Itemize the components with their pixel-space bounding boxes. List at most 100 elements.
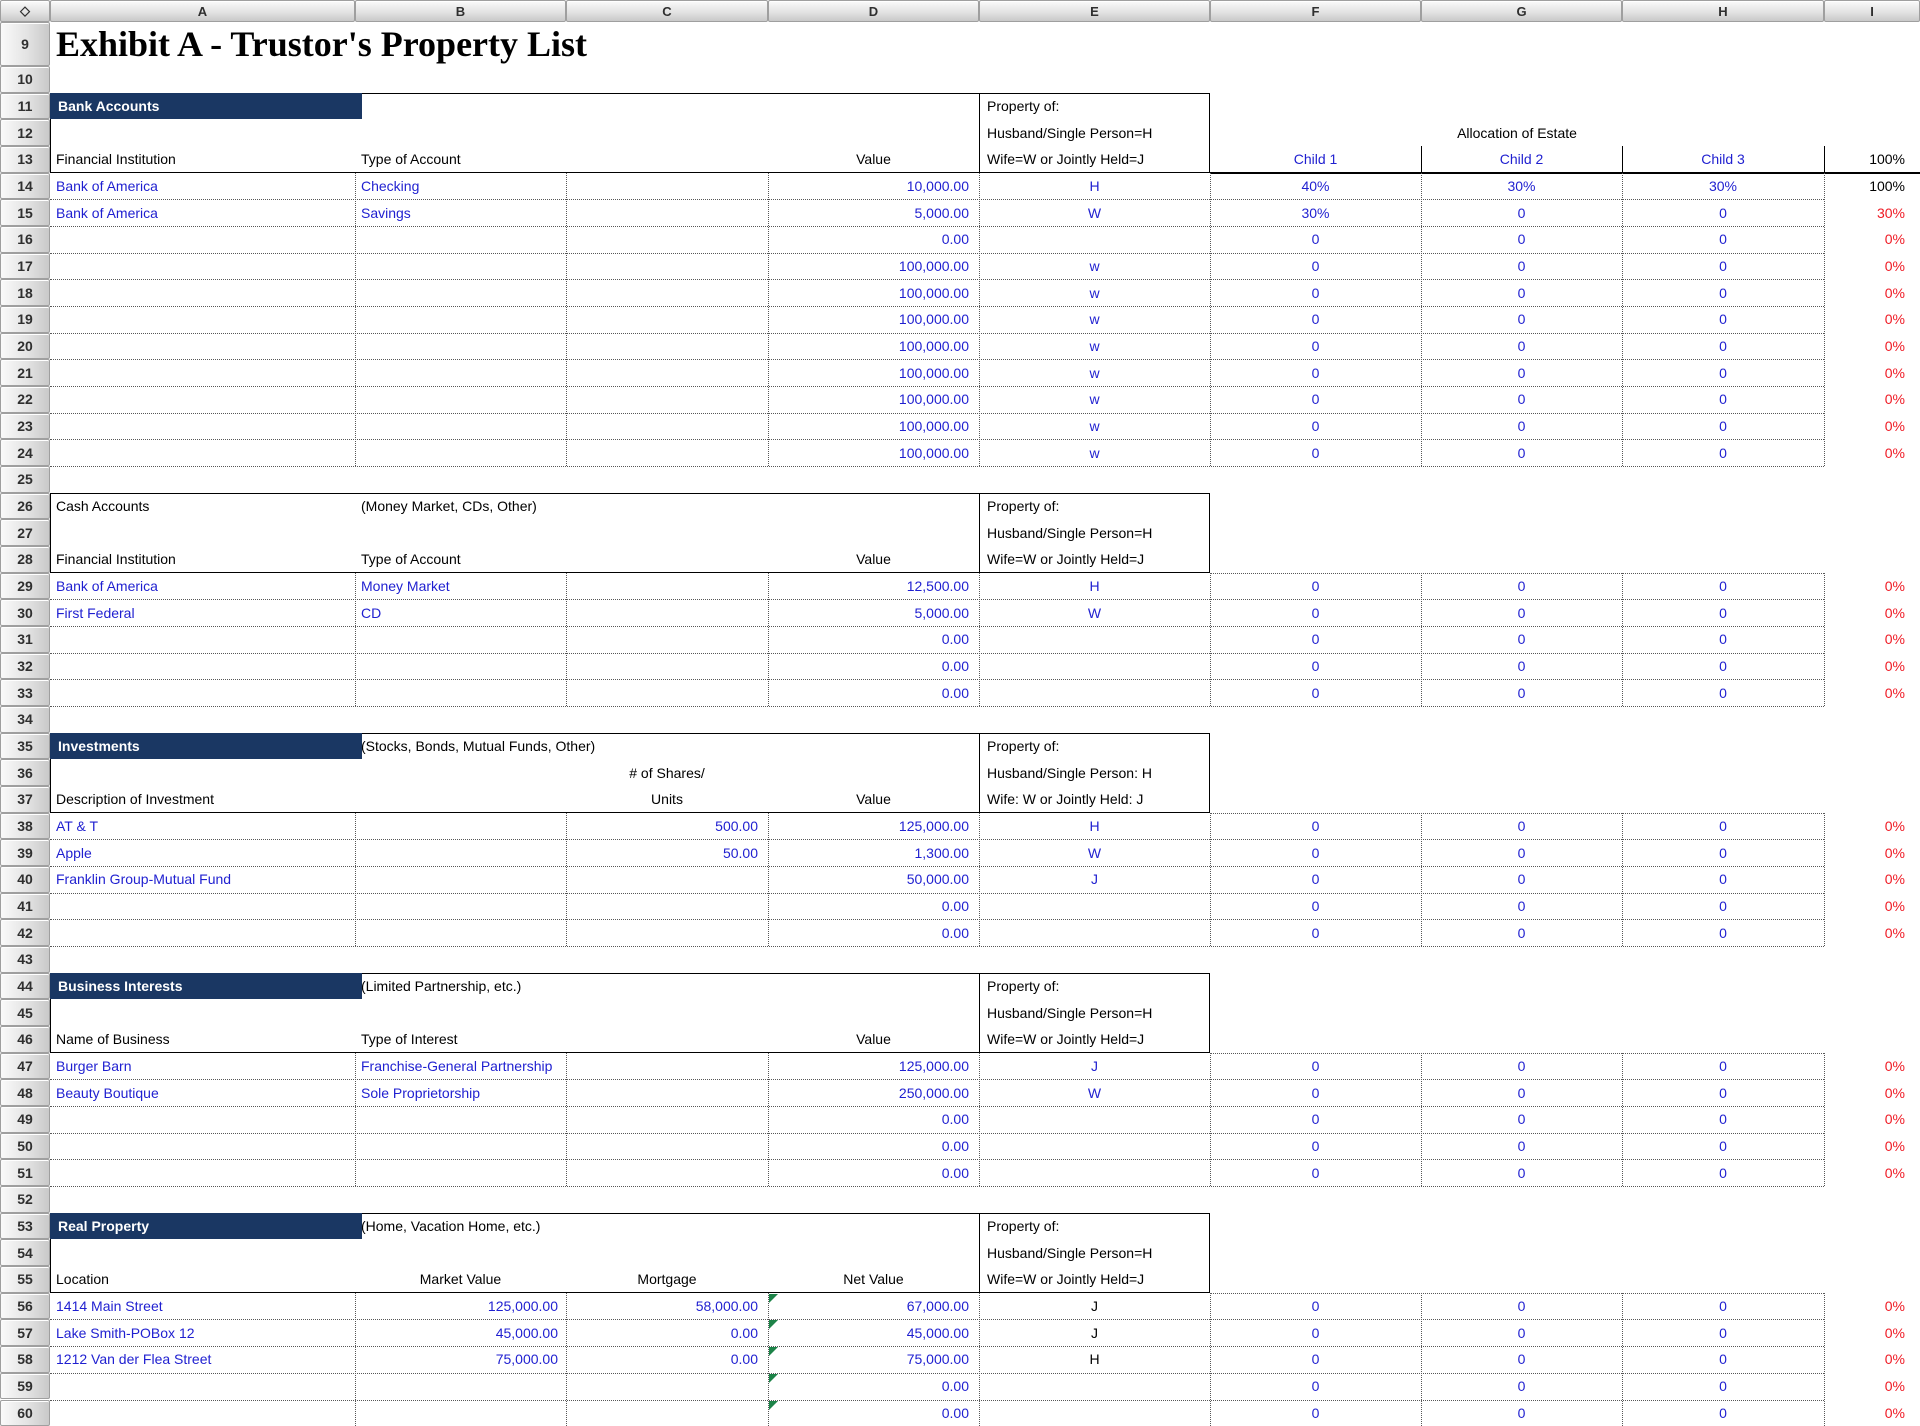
- cell-I22[interactable]: 0%: [1884, 391, 1905, 408]
- row-header-10[interactable]: 10: [0, 66, 50, 93]
- row-header-16[interactable]: 16: [0, 226, 50, 253]
- cell-D42[interactable]: 0.00: [941, 924, 969, 941]
- cell-A46[interactable]: Name of Business: [56, 1031, 170, 1048]
- cell-F33[interactable]: 0: [1311, 684, 1320, 701]
- cell-D17[interactable]: 100,000.00: [898, 258, 969, 275]
- row-header-22[interactable]: 22: [0, 386, 50, 413]
- cell-F31[interactable]: 0: [1311, 631, 1320, 648]
- cell-G24[interactable]: 0: [1517, 444, 1526, 461]
- cell-A30[interactable]: First Federal: [56, 604, 135, 621]
- cell-D56[interactable]: 67,000.00: [906, 1298, 969, 1315]
- cell-H17[interactable]: 0: [1719, 258, 1727, 275]
- cell-I39[interactable]: 0%: [1884, 844, 1905, 861]
- cell-B58[interactable]: 75,000.00: [495, 1351, 558, 1368]
- cell-E14[interactable]: H: [1089, 178, 1100, 194]
- cell-E46[interactable]: Wife=W or Jointly Held=J: [987, 1031, 1145, 1048]
- row-header-17[interactable]: 17: [0, 252, 50, 280]
- cell-H48[interactable]: 0: [1719, 1084, 1727, 1101]
- cell-F30[interactable]: 0: [1311, 604, 1320, 621]
- cell-B26[interactable]: (Money Market, CDs, Other): [361, 498, 537, 515]
- cell-I16[interactable]: 0%: [1884, 231, 1905, 248]
- cell-FH12[interactable]: Allocation of Estate: [1457, 124, 1577, 141]
- cell-E11[interactable]: Property of:: [987, 97, 1060, 114]
- cell-C57[interactable]: 0.00: [730, 1324, 758, 1341]
- cell-H16[interactable]: 0: [1719, 231, 1727, 248]
- cell-B29[interactable]: Money Market: [361, 578, 450, 595]
- cell-H20[interactable]: 0: [1719, 338, 1727, 355]
- row-header-60[interactable]: 60: [0, 1399, 50, 1426]
- column-header-a[interactable]: A: [50, 0, 355, 22]
- cell-B47[interactable]: Franchise-General Partnership: [361, 1058, 553, 1075]
- cell-D41[interactable]: 0.00: [941, 898, 969, 915]
- row-header-14[interactable]: 14: [0, 172, 50, 200]
- row-header-13[interactable]: 13: [0, 146, 50, 173]
- row-header-51[interactable]: 51: [0, 1159, 50, 1187]
- cell-E27[interactable]: Husband/Single Person=H: [987, 524, 1153, 541]
- cell-E35[interactable]: Property of:: [987, 738, 1060, 755]
- cell-D14[interactable]: 10,000.00: [906, 178, 969, 194]
- row-header-34[interactable]: 34: [0, 706, 50, 733]
- cell-H51[interactable]: 0: [1719, 1164, 1727, 1181]
- cell-A56[interactable]: 1414 Main Street: [56, 1298, 163, 1315]
- cell-B57[interactable]: 45,000.00: [495, 1324, 558, 1341]
- cell-I20[interactable]: 0%: [1884, 338, 1905, 355]
- column-header-f[interactable]: F: [1210, 0, 1421, 22]
- cell-I29[interactable]: 0%: [1884, 578, 1905, 595]
- cell-A58[interactable]: 1212 Van der Flea Street: [56, 1351, 212, 1368]
- cell-G50[interactable]: 0: [1517, 1138, 1526, 1155]
- row-header-42[interactable]: 42: [0, 919, 50, 947]
- cell-C56[interactable]: 58,000.00: [695, 1298, 758, 1315]
- cell-G22[interactable]: 0: [1517, 391, 1526, 408]
- cell-F20[interactable]: 0: [1311, 338, 1320, 355]
- cell-G23[interactable]: 0: [1517, 418, 1526, 435]
- row-header-57[interactable]: 57: [0, 1319, 50, 1347]
- cell-G42[interactable]: 0: [1517, 924, 1526, 941]
- cell-G38[interactable]: 0: [1517, 818, 1526, 835]
- cell-G59[interactable]: 0: [1517, 1378, 1526, 1395]
- cell-H47[interactable]: 0: [1719, 1058, 1727, 1075]
- cell-G57[interactable]: 0: [1517, 1324, 1526, 1341]
- cell-D29[interactable]: 12,500.00: [906, 578, 969, 595]
- cell-I49[interactable]: 0%: [1884, 1111, 1905, 1128]
- cell-H23[interactable]: 0: [1719, 418, 1727, 435]
- cell-I40[interactable]: 0%: [1884, 871, 1905, 888]
- cell-I60[interactable]: 0%: [1884, 1404, 1905, 1421]
- cell-I31[interactable]: 0%: [1884, 631, 1905, 648]
- cell-G21[interactable]: 0: [1517, 364, 1526, 381]
- cell-G48[interactable]: 0: [1517, 1084, 1526, 1101]
- cell-D47[interactable]: 125,000.00: [898, 1058, 969, 1075]
- select-all-corner[interactable]: ◇: [0, 0, 50, 22]
- cell-A28[interactable]: Financial Institution: [56, 551, 176, 568]
- cell-I56[interactable]: 0%: [1884, 1298, 1905, 1315]
- cell-H31[interactable]: 0: [1719, 631, 1727, 648]
- cell-G51[interactable]: 0: [1517, 1164, 1526, 1181]
- row-header-49[interactable]: 49: [0, 1106, 50, 1133]
- cell-D60[interactable]: 0.00: [941, 1404, 969, 1421]
- cell-H59[interactable]: 0: [1719, 1378, 1727, 1395]
- cell-H50[interactable]: 0: [1719, 1138, 1727, 1155]
- cell-E26[interactable]: Property of:: [987, 498, 1060, 515]
- cell-A13[interactable]: Financial Institution: [56, 151, 176, 168]
- cell-E24[interactable]: w: [1089, 444, 1100, 461]
- cell-F16[interactable]: 0: [1311, 231, 1320, 248]
- column-header-e[interactable]: E: [979, 0, 1210, 22]
- row-header-9[interactable]: 9: [0, 22, 50, 66]
- cell-H57[interactable]: 0: [1719, 1324, 1727, 1341]
- cell-G20[interactable]: 0: [1517, 338, 1526, 355]
- cell-C38[interactable]: 500.00: [715, 818, 758, 835]
- cell-F24[interactable]: 0: [1311, 444, 1320, 461]
- cell-D24[interactable]: 100,000.00: [898, 444, 969, 461]
- cell-I51[interactable]: 0%: [1884, 1164, 1905, 1181]
- cell-E13[interactable]: Wife=W or Jointly Held=J: [987, 151, 1145, 168]
- cell-H13[interactable]: Child 3: [1701, 151, 1745, 168]
- cell-A48[interactable]: Beauty Boutique: [56, 1084, 159, 1101]
- cell-A26[interactable]: Cash Accounts: [56, 498, 150, 515]
- row-header-46[interactable]: 46: [0, 1026, 50, 1053]
- cell-F51[interactable]: 0: [1311, 1164, 1320, 1181]
- column-header-d[interactable]: D: [768, 0, 979, 22]
- cell-H22[interactable]: 0: [1719, 391, 1727, 408]
- cell-I19[interactable]: 0%: [1884, 311, 1905, 328]
- cell-F38[interactable]: 0: [1311, 818, 1320, 835]
- row-header-40[interactable]: 40: [0, 866, 50, 893]
- cell-E20[interactable]: w: [1089, 338, 1100, 355]
